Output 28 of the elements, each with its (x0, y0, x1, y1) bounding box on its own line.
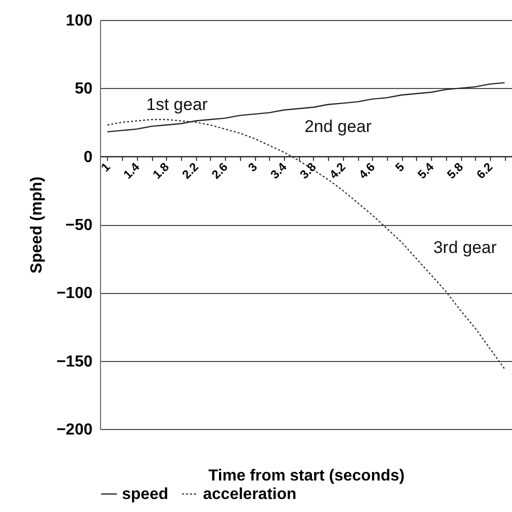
legend-label: speed (122, 486, 168, 503)
y-tick-label: −200 (56, 422, 93, 438)
x-tick-label: 1.4 (120, 160, 142, 182)
x-tick-label: 5.8 (444, 160, 466, 182)
x-axis-title: Time from start (seconds) (208, 468, 405, 484)
x-tick-label: 1.8 (150, 160, 172, 182)
annotation: 1st gear (146, 95, 208, 114)
x-tick-label: 2.6 (208, 160, 231, 182)
x-tick-label: 4.6 (356, 160, 378, 182)
x-tick-label: 6.2 (474, 160, 496, 182)
y-tick-label: −100 (56, 285, 93, 302)
y-tick-label: 0 (84, 148, 93, 166)
x-tick-label: 3 (245, 160, 260, 175)
x-tick-label: 3.4 (268, 160, 290, 182)
annotation: 2nd gear (304, 117, 372, 136)
y-tick-label: 100 (66, 12, 93, 30)
y-tick-label: −50 (65, 217, 93, 234)
y-tick-label: −150 (56, 353, 93, 370)
y-tick-label: 50 (74, 80, 93, 98)
legend-label: acceleration (203, 486, 296, 503)
x-tick-label: 3.8 (297, 160, 320, 182)
x-tick-label: 5 (392, 160, 408, 175)
x-tick-label: 1 (98, 160, 114, 175)
annotation: 3rd gear (433, 238, 497, 257)
x-tick-label: 2.2 (179, 160, 202, 182)
y-axis-title: Speed (mph) (28, 176, 46, 274)
x-tick-label: 5.4 (414, 160, 437, 182)
x-tick-label: 4.2 (326, 160, 348, 182)
